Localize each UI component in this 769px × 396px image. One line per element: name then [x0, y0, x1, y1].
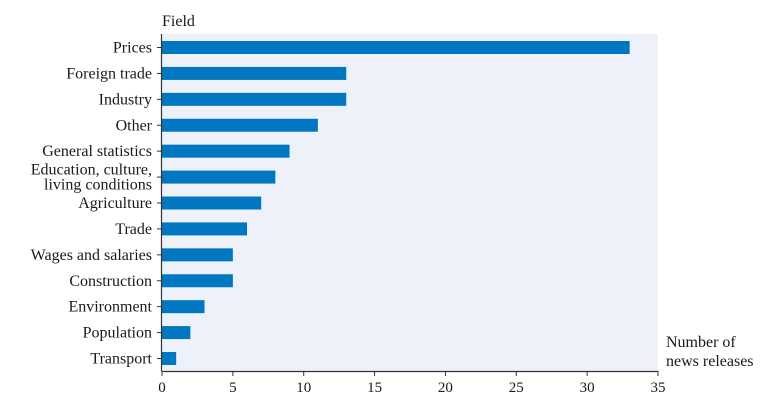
bar-11 — [162, 326, 191, 340]
x-tick-label-5: 25 — [509, 380, 524, 396]
bar-6 — [162, 196, 262, 210]
category-label-11-line-0: Population — [83, 325, 152, 342]
category-label-5-line-1: living conditions — [44, 177, 152, 194]
category-label-5: Education, culture, living conditions — [31, 162, 152, 194]
category-label-1: Foreign trade — [66, 65, 152, 82]
category-label-8-line-0: Wages and salaries — [31, 247, 152, 264]
category-label-2: Industry — [99, 91, 152, 108]
category-label-10-line-0: Environment — [68, 299, 152, 316]
x-axis-title-line-1: Number of — [666, 334, 736, 351]
bar-9 — [162, 274, 233, 288]
x-axis-title: Number of news releases — [666, 334, 754, 370]
x-tick-label-0: 0 — [158, 380, 166, 396]
category-label-3: Other — [116, 117, 153, 134]
bar-8 — [162, 248, 233, 262]
bar-7 — [162, 222, 248, 236]
bar-2 — [162, 92, 347, 106]
category-label-9: Construction — [69, 273, 152, 290]
category-label-0: Prices — [113, 40, 152, 57]
x-tick-label-6: 30 — [580, 380, 595, 396]
category-label-1-line-0: Foreign trade — [66, 65, 152, 82]
category-labels-group: Prices Foreign trade Industry Other General … — [31, 40, 153, 368]
category-label-8: Wages and salaries — [31, 247, 152, 264]
category-label-10: Environment — [68, 299, 152, 316]
bar-12 — [162, 352, 177, 365]
category-label-9-line-0: Construction — [69, 273, 152, 290]
x-tick-label-2: 10 — [296, 380, 311, 396]
bar-0 — [162, 41, 630, 54]
bars-group — [157, 41, 630, 365]
category-label-0-line-0: Prices — [113, 40, 152, 57]
category-label-12: Transport — [90, 351, 152, 368]
x-tick-label-1: 5 — [229, 380, 237, 396]
category-label-12-line-0: Transport — [90, 351, 152, 368]
y-axis-title: Field — [162, 13, 195, 30]
category-label-4: General statistics — [42, 143, 152, 160]
category-label-6-line-0: Agriculture — [78, 195, 152, 212]
category-label-11: Population — [83, 325, 152, 342]
category-label-6: Agriculture — [78, 195, 152, 212]
bar-1 — [162, 66, 347, 80]
x-axis-title-line-2: news releases — [666, 353, 754, 370]
category-label-7: Trade — [115, 221, 152, 238]
bar-5 — [162, 170, 276, 184]
x-tick-label-3: 15 — [367, 380, 382, 396]
x-tick-label-7: 35 — [651, 380, 666, 396]
x-tick-label-4: 20 — [438, 380, 453, 396]
category-label-2-line-0: Industry — [99, 91, 152, 108]
bar-10 — [162, 300, 205, 314]
category-label-4-line-0: General statistics — [42, 143, 152, 160]
category-label-5-line-0: Education, culture, — [31, 162, 152, 179]
x-ticks-group: 0 5 10 15 20 25 30 35 — [158, 371, 666, 396]
bar-4 — [162, 144, 290, 158]
category-label-7-line-0: Trade — [115, 221, 152, 238]
category-label-3-line-0: Other — [116, 117, 153, 134]
bar-3 — [162, 118, 318, 132]
